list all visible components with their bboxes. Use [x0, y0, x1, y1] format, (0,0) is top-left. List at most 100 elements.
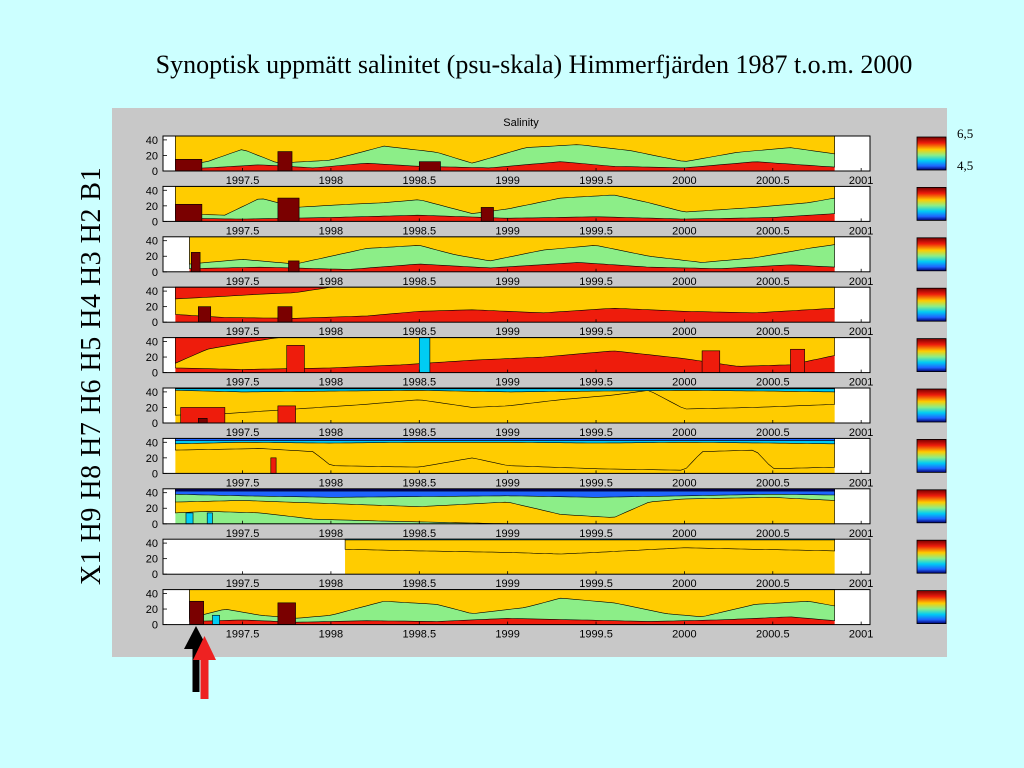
x-tick-label: 1998 [319, 578, 343, 590]
colorbar-gradient [916, 186, 947, 221]
contour-patch-red [701, 350, 721, 373]
colorbar-gradient [916, 388, 947, 423]
colorbar-gradient [916, 136, 947, 171]
x-tick-label: 2000 [672, 528, 696, 540]
contour-patch-dark-red [277, 197, 300, 222]
x-tick-label: 1999 [495, 175, 519, 187]
contour-patch-dark-red [288, 260, 300, 273]
x-tick-label: 2000 [672, 377, 696, 389]
x-tick-label: 2000.5 [756, 377, 790, 389]
contour-layer-dark-blue [175, 488, 835, 492]
y-tick-label: 0 [152, 166, 158, 178]
contour-layer-orange [175, 438, 835, 471]
contour-patch-dark-red [189, 600, 204, 625]
x-tick-label: 1999.5 [579, 427, 613, 439]
x-tick-label: 2001 [849, 528, 873, 540]
contour-layer-orange [344, 538, 835, 555]
panel-h8: 0 20 40 1997.5 1998 1998.5 1999 1999.5 2000 2000.… [146, 488, 874, 540]
y-tick-label: 40 [146, 185, 158, 197]
contour-patch-cyan [418, 337, 431, 373]
x-tick-label: 1998.5 [402, 175, 436, 187]
x-tick-label: 1999 [495, 326, 519, 338]
contour-patch-red [270, 457, 277, 474]
contour-patch-dark-red [175, 203, 203, 222]
slide-title: Synoptisk uppmätt salinitet (psu-skala) … [155, 50, 913, 79]
panel-h6: 0 20 40 1997.5 1998 1998.5 1999 1999.5 2000 2000.… [146, 387, 874, 439]
x-tick-label: 1998.5 [402, 276, 436, 288]
x-tick-label: 1998 [319, 377, 343, 389]
panel-frame [162, 135, 871, 172]
colorbar-h6 [916, 388, 947, 423]
x-tick-label: 1999.5 [579, 175, 613, 187]
x-tick-label: 1998 [319, 225, 343, 237]
y-tick-label: 40 [146, 236, 158, 248]
red-arrow-shaft [200, 656, 209, 699]
y-tick-label: 40 [146, 437, 158, 449]
panel-frame [162, 387, 871, 424]
y-tick-label: 20 [146, 150, 158, 162]
x-tick-label: 1998 [319, 175, 343, 187]
x-tick-label: 2001 [849, 225, 873, 237]
x-tick-label: 1999 [495, 578, 519, 590]
colorbar-h9 [916, 539, 947, 574]
y-tick-label: 40 [146, 286, 158, 298]
colorbar-h5 [916, 338, 947, 373]
x-tick-label: 1998 [319, 326, 343, 338]
x-tick-label: 1998.5 [402, 427, 436, 439]
y-tick-label: 0 [152, 569, 158, 581]
contour-patch-red [277, 405, 296, 424]
x-tick-label: 2000.5 [756, 528, 790, 540]
red-arrow-marker [193, 636, 216, 699]
x-tick-label: 1999 [495, 377, 519, 389]
x-tick-label: 1997.5 [226, 276, 260, 288]
colorbar-gradient [916, 237, 947, 272]
contour-layer-blue [175, 438, 835, 441]
contour-patch-red [286, 345, 305, 373]
y-tick-label: 40 [146, 588, 158, 600]
x-tick-label: 1999.5 [579, 326, 613, 338]
colorbar-min-label: 4,5 [957, 158, 973, 173]
x-tick-label: 2000 [672, 578, 696, 590]
colorbar-h4 [916, 287, 947, 322]
contour-patch-red [790, 348, 805, 373]
x-tick-label: 1998 [319, 427, 343, 439]
colorbar-h2 [916, 186, 947, 221]
panel-frame [162, 286, 871, 323]
panel-h2: 0 20 40 1997.5 1998 1998.5 1999 1999.5 2000 2000.… [146, 185, 874, 237]
contour-patch-cyan [185, 512, 194, 525]
x-tick-label: 1999.5 [579, 629, 613, 641]
contour-patch-cyan [206, 512, 213, 525]
x-tick-label: 2000 [672, 427, 696, 439]
x-tick-label: 2000.5 [756, 427, 790, 439]
y-tick-label: 40 [146, 387, 158, 399]
y-tick-label: 20 [146, 251, 158, 263]
colorbar-gradient [916, 287, 947, 322]
x-tick-label: 2000.5 [756, 629, 790, 641]
x-tick-label: 1998 [319, 629, 343, 641]
colorbar-b1 [916, 136, 947, 171]
x-tick-label: 1997.5 [226, 377, 260, 389]
y-tick-label: 40 [146, 488, 158, 500]
contour-patch-dark-red [190, 252, 201, 273]
y-tick-label: 20 [146, 453, 158, 465]
y-tick-label: 40 [146, 538, 158, 550]
x-tick-label: 2000.5 [756, 175, 790, 187]
panel-frame [162, 538, 871, 575]
colorbar-gradient [916, 338, 947, 373]
x-tick-label: 2000 [672, 225, 696, 237]
colorbar-h7 [916, 438, 947, 473]
colorbar-h3 [916, 237, 947, 272]
y-tick-label: 0 [152, 418, 158, 430]
x-tick-label: 2000 [672, 276, 696, 288]
panel-frame [162, 589, 871, 626]
contour-patch-dark-red [277, 306, 293, 323]
x-tick-label: 1997.5 [226, 225, 260, 237]
colorbars-group [916, 136, 947, 624]
x-tick-label: 1999.5 [579, 578, 613, 590]
y-tick-label: 20 [146, 352, 158, 364]
x-tick-label: 1999.5 [579, 528, 613, 540]
x-tick-label: 1997.5 [226, 175, 260, 187]
x-tick-label: 2001 [849, 175, 873, 187]
y-tick-label: 0 [152, 368, 158, 380]
